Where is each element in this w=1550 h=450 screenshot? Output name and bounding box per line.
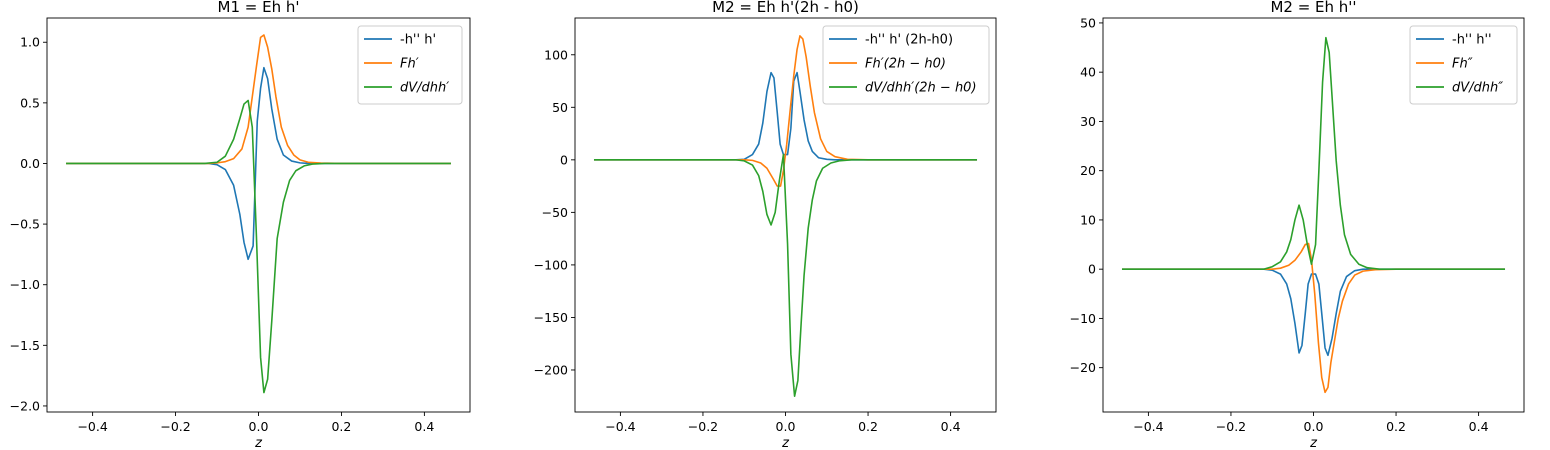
y-tick-label: −100 [534, 257, 568, 272]
chart-title: M2 = Eh h'(2h - h0) [712, 0, 859, 16]
y-tick-label: 0 [1088, 262, 1096, 277]
y-tick-label: 40 [1080, 65, 1096, 80]
x-tick-label: 0.2 [1386, 419, 1406, 434]
x-tick-label: 0.4 [1469, 419, 1489, 434]
series-line-3 [66, 99, 451, 394]
x-tick-label: −0.4 [77, 419, 107, 434]
x-tick-label: 0.0 [249, 419, 269, 434]
legend-label-1: -h'' h'' [1452, 33, 1492, 48]
y-tick-label: 0 [560, 152, 568, 167]
x-tick-label: 0.2 [858, 419, 878, 434]
y-tick-label: 10 [1080, 212, 1096, 227]
series-line-1 [66, 66, 451, 261]
legend-label-2: Fh′(2h − h0) [865, 57, 946, 72]
series-line-3 [1121, 36, 1506, 270]
legend-label-2: Fh′ [400, 57, 419, 72]
y-tick-label: 1.0 [20, 35, 40, 50]
legend-box [822, 25, 990, 105]
y-tick-label: 100 [544, 47, 568, 62]
series-line-3 [593, 153, 978, 398]
y-tick-label: 20 [1080, 163, 1096, 178]
y-tick-label: 30 [1080, 114, 1096, 129]
x-axis-label: z [781, 436, 790, 450]
chart-title: M1 = Eh h' [218, 0, 300, 16]
legend-box [1409, 25, 1518, 105]
legend-label-3: dV/dhh′(2h − h0) [865, 81, 977, 96]
chart-panel-1: −0.4 −0.2 0.0 0.2 0.4 −2.0 −1.5 −1.0 −0.5 0.0 0.5 1… [10, 0, 471, 450]
x-tick-label: 0.0 [776, 419, 796, 434]
y-tick-label: −0.5 [10, 217, 40, 232]
x-tick-label: 0.4 [414, 419, 434, 434]
x-axis-label: z [1309, 436, 1318, 450]
y-tick-label: −20 [1070, 360, 1096, 375]
x-tick-label: −0.4 [1133, 419, 1163, 434]
legend-box [357, 25, 463, 105]
x-tick-label: 0.0 [1304, 419, 1324, 434]
y-tick-label: −10 [1070, 311, 1096, 326]
legend-label-1: -h'' h' (2h-h0) [865, 33, 953, 48]
x-tick-label: −0.4 [605, 419, 635, 434]
legend-label-2: Fh″ [1452, 57, 1473, 72]
y-tick-label: −1.0 [10, 277, 40, 292]
x-tick-label: 0.2 [331, 419, 351, 434]
series-line-2 [66, 34, 451, 165]
y-tick-label: −1.5 [10, 338, 40, 353]
x-tick-label: −0.2 [688, 419, 718, 434]
series-line-2 [593, 35, 978, 187]
y-tick-label: −50 [542, 205, 568, 220]
legend-label-3: dV/dhh′ [400, 81, 449, 96]
x-tick-label: −0.2 [1216, 419, 1246, 434]
y-tick-label: −200 [534, 362, 568, 377]
x-tick-label: −0.2 [160, 419, 190, 434]
legend-label-1: -h'' h' [400, 33, 436, 48]
y-tick-label: 50 [552, 100, 568, 115]
y-tick-label: 50 [1080, 15, 1096, 30]
y-tick-label: −2.0 [10, 398, 40, 413]
chart-panel-3: −0.4 −0.2 0.0 0.2 0.4 −20 −10 0 10 20 30 40 50 M2 = E… [1070, 0, 1525, 450]
x-tick-label: 0.4 [941, 419, 961, 434]
x-axis-label: z [254, 436, 263, 450]
chart-title: M2 = Eh h'' [1270, 0, 1356, 16]
y-tick-label: 0.5 [20, 95, 40, 110]
y-tick-label: 0.0 [20, 156, 40, 171]
chart-panel-2: −0.4 −0.2 0.0 0.2 0.4 −200 −150 −100 −50 0 50 100 M2… [534, 0, 997, 450]
y-tick-label: −150 [534, 310, 568, 325]
series-line-2 [1121, 242, 1506, 394]
legend-label-3: dV/dhh″ [1452, 81, 1503, 96]
